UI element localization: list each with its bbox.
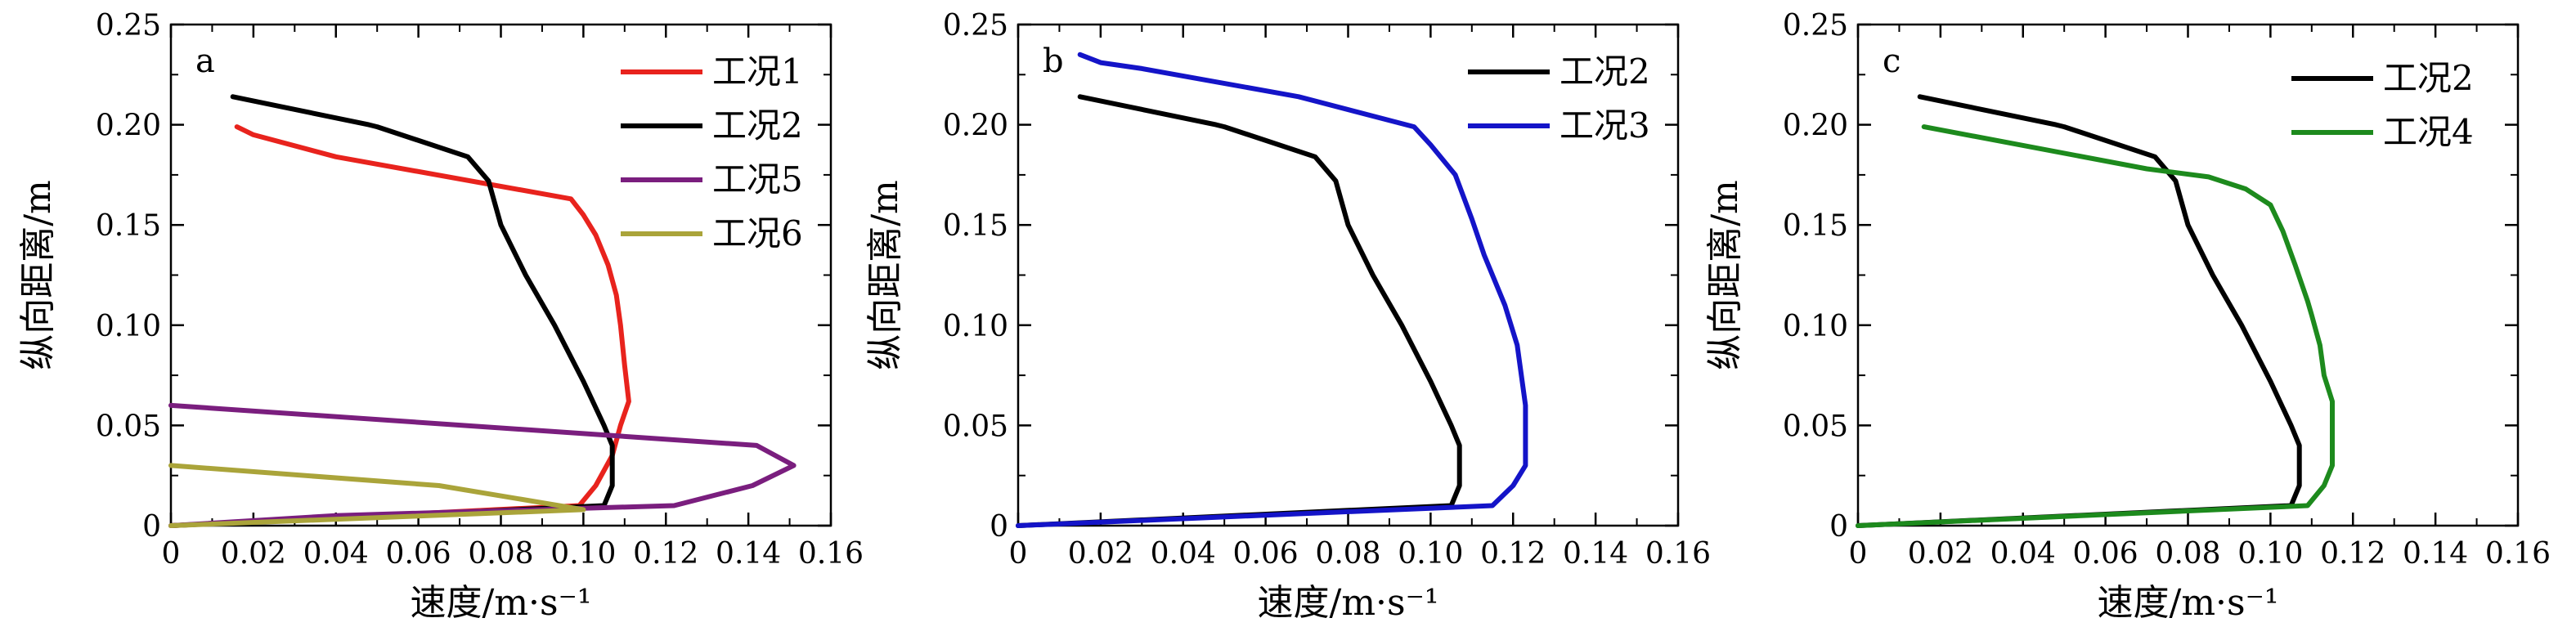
series-line-工况2: [1856, 94, 2302, 528]
y-tick-label: 0.25: [943, 9, 1008, 43]
y-tick-label: 0.15: [943, 209, 1008, 243]
y-tick-label: 0: [990, 510, 1008, 544]
plot-frame: [1016, 23, 1680, 527]
x-axis-label: 速度/m·s⁻¹: [411, 582, 592, 624]
y-axis-label: 纵向距离/m: [17, 180, 59, 370]
x-tick-label: 0.04: [1990, 537, 2056, 571]
x-tick-label: 0.14: [716, 537, 781, 571]
panel-letter: c: [1883, 43, 1901, 80]
x-tick-label: 0.10: [2237, 537, 2303, 571]
legend-label: 工况1: [712, 52, 803, 92]
chart-panel-a: 0 0.02 0.04 0.06 0.08 0.10 0.12 0.14 0.16 0 0.05 0.…: [17, 9, 864, 624]
y-axis-label: 纵向距离/m: [1704, 180, 1746, 370]
y-tick-label: 0.25: [96, 9, 161, 43]
x-tick-label: 0.16: [2485, 537, 2551, 571]
x-tick-label: 0.04: [303, 537, 369, 571]
x-tick-label: 0.10: [550, 537, 616, 571]
x-tick-label: 0.08: [1315, 537, 1380, 571]
chart-panel-b: 0 0.02 0.04 0.06 0.08 0.10 0.12 0.14 0.16 0 0.05 0.…: [864, 9, 1711, 624]
y-tick-label: 0.20: [96, 110, 161, 143]
plot-frame: [169, 23, 832, 527]
legend: 工况1 工况2 工况5 工况6: [621, 52, 803, 253]
legend-label: 工况5: [712, 159, 803, 199]
legend-label: 工况3: [1560, 105, 1650, 146]
x-tick-label: 0.14: [1563, 537, 1628, 571]
x-tick-label: 0.16: [798, 537, 864, 571]
legend-label: 工况2: [2383, 58, 2474, 98]
y-tick-label: 0.10: [943, 310, 1008, 343]
y-tick-label: 0.25: [1783, 9, 1848, 43]
x-axis-label: 速度/m·s⁻¹: [1258, 582, 1439, 624]
y-tick-label: 0.05: [1783, 410, 1848, 443]
y-tick-label: 0.05: [96, 410, 161, 443]
y-axis-label: 纵向距离/m: [864, 180, 906, 370]
series-line-工况4: [1856, 124, 2335, 528]
x-axis-label: 速度/m·s⁻¹: [2098, 582, 2279, 624]
series-line-工况2: [1016, 94, 1462, 528]
y-tick-label: 0.20: [943, 110, 1008, 143]
x-tick-label: 0: [1009, 537, 1028, 571]
y-tick-label: 0.15: [96, 209, 161, 243]
legend-label: 工况2: [712, 105, 803, 146]
y-tick-label: 0.10: [1783, 310, 1848, 343]
y-tick-label: 0.05: [943, 410, 1008, 443]
x-tick-label: 0: [1849, 537, 1868, 571]
x-tick-label: 0: [162, 537, 181, 571]
y-tick-label: 0.10: [96, 310, 161, 343]
x-tick-label: 0.14: [2403, 537, 2468, 571]
y-tick-label: 0: [142, 510, 161, 544]
x-tick-label: 0.02: [1068, 537, 1133, 571]
x-tick-label: 0.10: [1398, 537, 1463, 571]
x-tick-label: 0.06: [1233, 537, 1299, 571]
series-line-工况5: [168, 402, 797, 528]
y-tick-label: 0: [1829, 510, 1848, 544]
series-line-工况3: [1016, 52, 1528, 528]
x-tick-label: 0.06: [386, 537, 451, 571]
x-tick-label: 0.06: [2073, 537, 2138, 571]
x-tick-label: 0.02: [221, 537, 286, 571]
panel-letter: b: [1043, 43, 1064, 80]
plot-frame: [1856, 23, 2520, 527]
x-tick-label: 0.12: [2320, 537, 2385, 571]
x-tick-label: 0.02: [1908, 537, 1973, 571]
x-tick-label: 0.12: [633, 537, 698, 571]
panel-letter: a: [195, 43, 215, 80]
x-tick-label: 0.16: [1645, 537, 1711, 571]
y-tick-label: 0.15: [1783, 209, 1848, 243]
chart-panel-c: 0 0.02 0.04 0.06 0.08 0.10 0.12 0.14 0.16 0 0.05 0.…: [1704, 9, 2551, 624]
legend-label: 工况6: [712, 213, 803, 253]
x-tick-label: 0.08: [2155, 537, 2220, 571]
x-tick-label: 0.08: [468, 537, 533, 571]
series-line-工况6: [168, 463, 586, 528]
y-tick-label: 0.20: [1783, 110, 1848, 143]
series-line-工况1: [168, 124, 631, 528]
legend-label: 工况4: [2383, 112, 2474, 152]
series-line-工况2: [168, 94, 615, 528]
legend-label: 工况2: [1560, 52, 1650, 92]
x-tick-label: 0.12: [1480, 537, 1546, 571]
x-tick-label: 0.04: [1151, 537, 1216, 571]
